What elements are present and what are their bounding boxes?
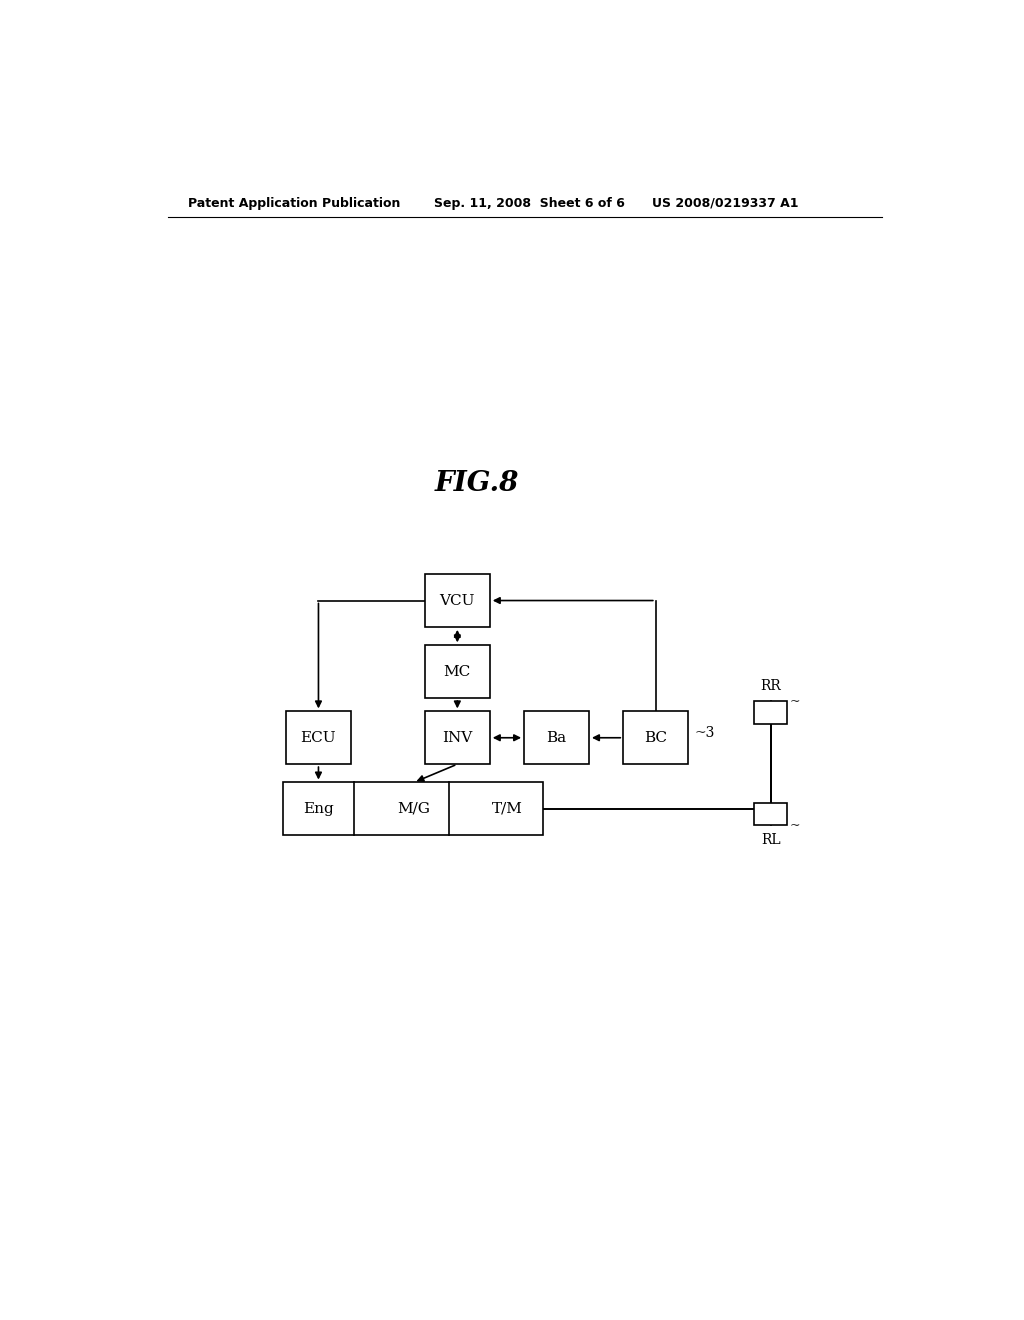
Text: ~3: ~3 xyxy=(694,726,715,739)
Text: Eng: Eng xyxy=(303,801,334,816)
Bar xyxy=(624,711,688,764)
Text: ~: ~ xyxy=(790,694,801,708)
Bar xyxy=(286,711,351,764)
Text: RR: RR xyxy=(761,678,781,693)
Text: MC: MC xyxy=(443,665,471,678)
Text: T/M: T/M xyxy=(492,801,523,816)
Text: FIG.8: FIG.8 xyxy=(435,470,519,498)
Text: ECU: ECU xyxy=(301,731,336,744)
Text: Sep. 11, 2008  Sheet 6 of 6: Sep. 11, 2008 Sheet 6 of 6 xyxy=(433,197,625,210)
Bar xyxy=(754,803,787,825)
Text: BC: BC xyxy=(644,731,668,744)
Bar xyxy=(524,711,589,764)
Bar xyxy=(425,645,489,698)
Text: VCU: VCU xyxy=(439,594,475,607)
Bar xyxy=(425,574,489,627)
Text: INV: INV xyxy=(442,731,472,744)
Text: Patent Application Publication: Patent Application Publication xyxy=(187,197,400,210)
Text: M/G: M/G xyxy=(397,801,430,816)
Text: US 2008/0219337 A1: US 2008/0219337 A1 xyxy=(652,197,799,210)
Text: ~: ~ xyxy=(790,818,801,832)
Text: RL: RL xyxy=(761,833,780,847)
Bar xyxy=(425,711,489,764)
Bar xyxy=(754,701,787,723)
Bar xyxy=(283,783,543,836)
Text: Ba: Ba xyxy=(547,731,566,744)
